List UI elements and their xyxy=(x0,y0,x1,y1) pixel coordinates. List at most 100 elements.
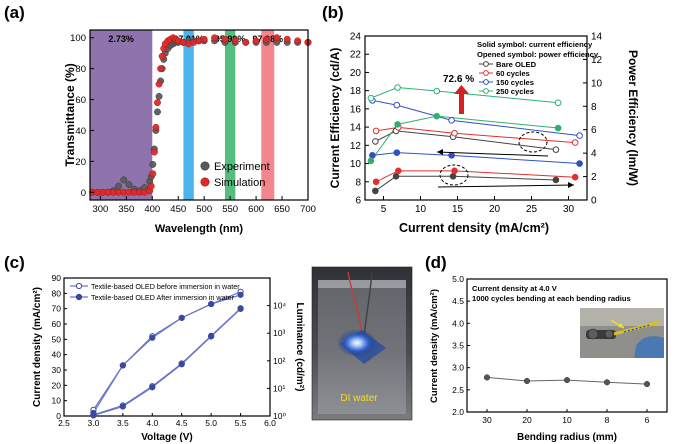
panel-b-xlabel: Current density (mA/cm²) xyxy=(399,221,549,235)
y2-tick-label: 10 xyxy=(591,78,603,89)
legend-label: 150 cycles xyxy=(496,78,534,87)
y2-tick-label: 10⁰ xyxy=(273,411,286,421)
panel-d-axes: 30 20 10 8 6 2.0 2.5 3.0 3.5 4.0 4.5 5.0 xyxy=(452,274,649,425)
x-tick-label: 8 xyxy=(605,415,610,425)
current-point xyxy=(208,300,215,308)
x-tick-label: 30 xyxy=(482,415,492,425)
y-tick-label: 60 xyxy=(75,95,86,106)
ce-line xyxy=(370,115,559,162)
pe-point xyxy=(554,99,562,107)
ce-point xyxy=(393,149,401,156)
ce-highlight-circle xyxy=(439,164,469,186)
pe-point xyxy=(576,132,583,139)
y2-tick-label: 10² xyxy=(273,356,285,366)
improvement-arrow-shaft xyxy=(459,92,464,114)
current-point xyxy=(149,334,156,341)
y-tick-label: 40 xyxy=(52,350,62,360)
device-photo: DI water xyxy=(311,266,413,421)
luminance-point xyxy=(237,305,244,312)
ce-point xyxy=(576,160,583,167)
panel-c-frame xyxy=(63,277,271,417)
y-tick-label: 4.0 xyxy=(452,318,464,328)
y-tick-label: 50 xyxy=(52,334,62,344)
x-tick-label: 350 xyxy=(118,204,134,215)
y-tick-label: 4.5 xyxy=(452,296,464,306)
panel-b-frame xyxy=(364,35,588,201)
y2-tick-label: 12 xyxy=(591,55,603,66)
ce-point xyxy=(372,187,379,195)
pe-point xyxy=(448,117,455,124)
panel-a-bands xyxy=(90,30,275,200)
pe-point xyxy=(372,127,380,135)
luminance-point xyxy=(90,412,97,419)
y-tick-label: 80 xyxy=(75,64,86,75)
simulation-point xyxy=(150,148,158,156)
simulation-point xyxy=(283,35,291,43)
experiment-point xyxy=(115,182,122,190)
y-tick-label: 30 xyxy=(52,365,62,375)
y-tick-label: 16 xyxy=(350,104,362,115)
y2-tick-label: 6 xyxy=(591,125,597,136)
current-line xyxy=(92,291,241,411)
y2-tick-label: 10³ xyxy=(273,328,285,338)
panel-a: (a) 2.73%97.01%95.99%97.08% 300350400450… xyxy=(4,3,316,235)
panel-b-annotations: 72.6 % xyxy=(436,74,575,188)
panel-c-lines xyxy=(92,291,241,416)
x-tick-label: 20 xyxy=(489,204,501,215)
legend-marker xyxy=(483,88,489,94)
x-tick-label: 25 xyxy=(526,204,538,215)
ce-line xyxy=(375,170,576,183)
pe-arrow-head xyxy=(437,149,443,155)
x-tick-label: 700 xyxy=(300,204,316,215)
simulation-point xyxy=(231,37,239,45)
legend-label: 250 cycles xyxy=(496,87,534,96)
simulation-point xyxy=(154,99,161,107)
x-tick-label: 550 xyxy=(222,204,238,215)
y2-tick-label: 4 xyxy=(591,149,597,160)
current-point xyxy=(237,291,244,298)
y-tick-label: 24 xyxy=(350,32,362,43)
ce-point xyxy=(372,178,380,186)
panel-c-ylabel-right: Luminance (cd/m²) xyxy=(294,303,305,392)
y2-tick-label: 8 xyxy=(591,102,597,113)
luminance-point xyxy=(149,384,156,391)
panel-b-legend: Solid symbol: current efficiency Opened … xyxy=(477,40,599,96)
y2-tick-label: 14 xyxy=(591,32,603,43)
transmittance-band xyxy=(261,30,275,200)
simulation-point xyxy=(263,35,270,43)
pe-point xyxy=(367,94,375,102)
current-density-point xyxy=(483,374,491,381)
improvement-label: 72.6 % xyxy=(443,74,474,85)
x-tick-label: 650 xyxy=(274,204,290,215)
panel-a-legend: Experiment Simulation xyxy=(200,161,270,189)
ce-line xyxy=(375,175,556,192)
panel-c-axes: 2.5 3.0 3.5 4.0 4.5 5.0 5.5 6.0 0 10 20 30 40 50 60 70 8… xyxy=(52,273,287,428)
panel-b-ylabel-right: Power Efficiency (lm/W) xyxy=(626,50,640,186)
x-tick-label: 30 xyxy=(563,204,575,215)
simulation-point xyxy=(242,38,250,46)
x-tick-label: 6 xyxy=(645,415,650,425)
y-tick-label: 10 xyxy=(52,396,62,406)
ce-arrow-line xyxy=(437,184,575,188)
panel-a-xlabel: Wavelength (nm) xyxy=(155,223,244,235)
panel-b-lines xyxy=(370,87,580,192)
y2-tick-label: 10⁴ xyxy=(273,301,286,311)
y-tick-label: 0 xyxy=(56,411,61,421)
legend-note-solid: Solid symbol: current efficiency xyxy=(477,40,593,49)
legend-before-label: Textile-based OLED before immersion in w… xyxy=(91,282,240,291)
panel-c-ylabel-left: Current density (mA/cm²) xyxy=(32,287,43,407)
panel-c-xlabel: Voltage (V) xyxy=(141,432,192,443)
simulation-point xyxy=(221,35,229,43)
x-tick-label: 450 xyxy=(170,204,186,215)
panel-b-marks xyxy=(367,84,583,195)
band-label: 2.73% xyxy=(108,34,134,44)
y2-tick-label: 0 xyxy=(591,196,597,207)
pe-point xyxy=(571,139,579,146)
luminance-point xyxy=(178,361,185,368)
pe-highlight-circle xyxy=(518,131,548,153)
simulation-point xyxy=(158,52,166,60)
improvement-arrow-head xyxy=(454,85,469,94)
luminance-line xyxy=(93,308,241,416)
x-tick-label: 4.0 xyxy=(146,418,158,428)
x-tick-label: 20 xyxy=(522,415,532,425)
